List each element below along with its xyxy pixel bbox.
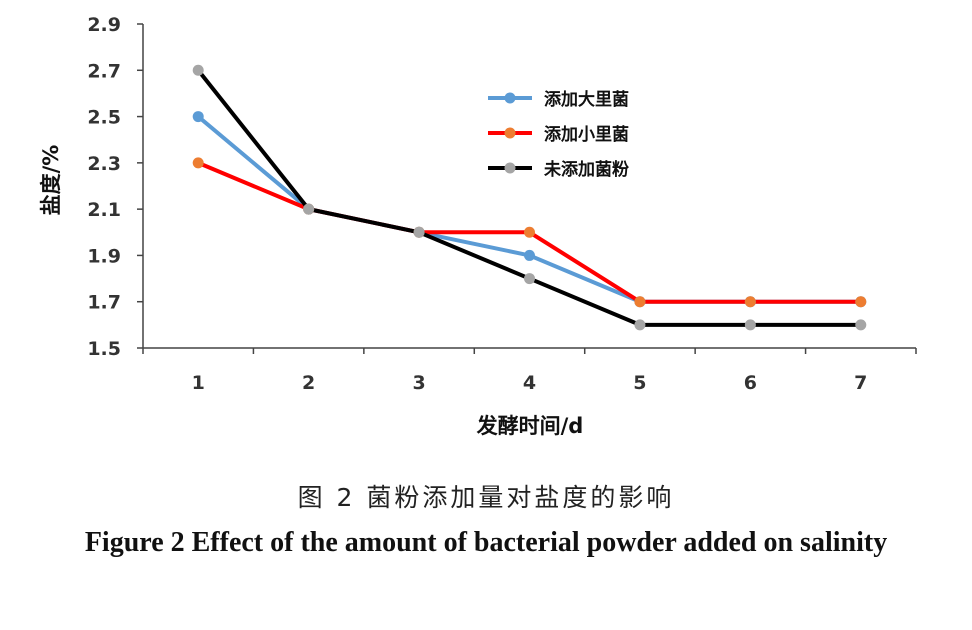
y-axis-label: 盐度/% <box>39 145 63 216</box>
data-point <box>524 226 535 238</box>
data-point <box>192 157 204 169</box>
data-point <box>634 319 646 331</box>
data-point <box>303 203 315 215</box>
x-tick-label: 6 <box>744 372 757 394</box>
y-tick-label: 2.3 <box>87 153 121 175</box>
data-point <box>524 273 535 285</box>
y-tick-label: 2.5 <box>87 107 121 129</box>
x-axis-label: 发酵时间/d <box>476 414 584 438</box>
data-point <box>413 226 425 238</box>
y-tick-label: 1.5 <box>87 338 121 360</box>
y-tick-label: 1.9 <box>87 245 121 267</box>
y-tick-label: 2.9 <box>87 14 121 36</box>
legend-swatch-marker <box>504 162 516 174</box>
x-tick-labels: 1 2 3 4 5 6 7 <box>192 372 868 394</box>
series-line <box>196 69 861 327</box>
caption-chinese: 图 2 菌粉添加量对盐度的影响 <box>297 483 675 512</box>
x-tick-label: 1 <box>192 372 205 394</box>
data-point <box>744 319 756 331</box>
x-tick-label: 7 <box>854 372 867 394</box>
legend-label: 添加小里菌 <box>544 124 629 145</box>
y-tick-label: 2.7 <box>87 60 121 82</box>
y-tick-labels: 1.5 1.7 1.9 2.1 2.3 2.5 2.7 2.9 <box>87 14 121 360</box>
x-tick-label: 4 <box>523 372 536 394</box>
data-point <box>192 111 204 123</box>
legend-label: 添加大里菌 <box>544 89 629 110</box>
y-tick-label: 2.1 <box>87 199 121 221</box>
chart-axes <box>137 23 917 354</box>
x-tick-label: 3 <box>412 372 425 394</box>
data-point <box>855 296 867 308</box>
series-markers <box>192 64 867 331</box>
y-tick-label: 1.7 <box>87 292 121 314</box>
x-tick-label: 2 <box>302 372 315 394</box>
data-point <box>634 296 646 308</box>
series-lines <box>196 69 861 327</box>
legend-label: 未添加菌粉 <box>543 159 629 180</box>
data-point <box>524 249 535 261</box>
x-tick-label: 5 <box>633 372 646 394</box>
data-point <box>855 319 867 331</box>
data-point <box>192 64 204 76</box>
legend-swatch-marker <box>504 92 516 104</box>
legend-swatch-marker <box>504 127 516 139</box>
data-point <box>744 296 756 308</box>
caption-english: Figure 2 Effect of the amount of bacteri… <box>84 527 888 558</box>
